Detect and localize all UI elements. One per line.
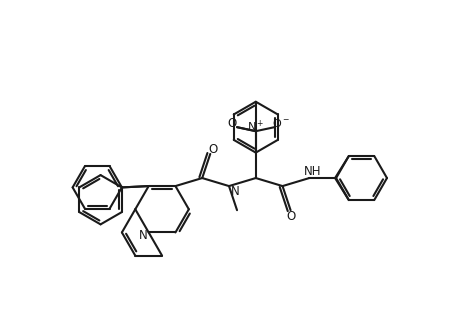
Text: N: N: [139, 229, 148, 242]
Text: N: N: [230, 184, 240, 197]
Text: O: O: [286, 210, 295, 223]
Text: O: O: [208, 144, 218, 156]
Text: N$^+$: N$^+$: [247, 119, 265, 134]
Text: O: O: [228, 117, 237, 130]
Text: NH: NH: [304, 165, 321, 178]
Text: O$^-$: O$^-$: [273, 117, 290, 129]
